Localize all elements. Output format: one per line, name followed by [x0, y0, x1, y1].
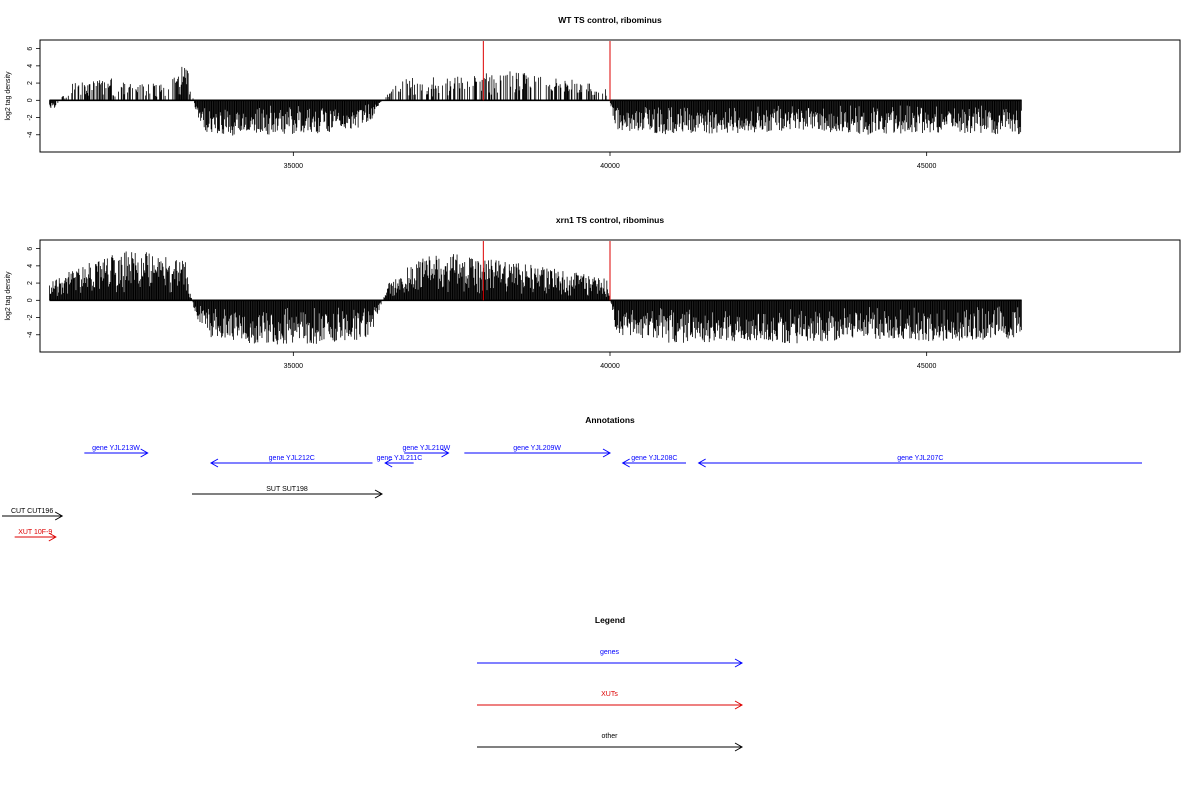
y-tick-label: 2	[27, 281, 34, 285]
y-tick-label: -4	[27, 132, 34, 138]
legend-arrow-head	[734, 658, 744, 668]
annotation-feature-label: gene YJL213W	[92, 445, 140, 452]
annotation-feature-label: gene YJL207C	[897, 455, 943, 462]
y-tick-label: 6	[27, 47, 34, 51]
annotation-feature-label: gene YJL212C	[269, 455, 315, 462]
y-tick-label: 4	[27, 64, 34, 68]
legend-panel: Legend genes XUTs other	[477, 615, 744, 752]
y-tick-label: -4	[27, 332, 34, 338]
x-tick-label: 45000	[917, 363, 937, 370]
wt-track-title: WT TS control, ribominus	[558, 15, 662, 25]
x-tick-label: 35000	[284, 163, 304, 170]
legend-entry: genes	[477, 649, 744, 668]
annotation-feature: SUT SUT198	[192, 486, 384, 499]
annotation-feature-label: gene YJL208C	[631, 455, 677, 462]
feature-arrow-head	[48, 532, 57, 542]
xrn1-track-panel: xrn1 TS control, ribominus log2 tag dens…	[5, 215, 1181, 370]
y-tick-label: -2	[27, 114, 34, 120]
annotation-feature-label: gene YJL211C	[377, 455, 423, 462]
wt-track-ylabel: log2 tag density	[5, 71, 12, 121]
y-tick-label: 0	[27, 98, 34, 102]
annotation-feature: gene YJL210W	[402, 445, 451, 458]
legend-entry-label: XUTs	[601, 691, 618, 698]
feature-arrow-head	[140, 448, 149, 458]
legend-entry: other	[477, 733, 744, 752]
wt-track-plot-area: -4 -2 0 2 4 6 35000 40000 45000	[27, 39, 1181, 170]
annotation-features: gene YJL213W gene YJL212C gene YJL211C gene…	[2, 445, 1142, 542]
legend-arrow-head	[734, 742, 744, 752]
legend-entry-label: genes	[600, 649, 620, 656]
annotation-feature-label: SUT SUT198	[266, 486, 308, 493]
x-tick-label: 40000	[600, 363, 620, 370]
annotation-feature: gene YJL212C	[209, 455, 373, 468]
annotation-feature-label: gene YJL210W	[402, 445, 450, 452]
annotation-feature: CUT CUT196	[2, 508, 64, 521]
density-bars	[49, 251, 1022, 345]
feature-arrow-head	[441, 448, 450, 458]
xrn1-track-plot-area: -4 -2 0 2 4 6 35000 40000 45000	[27, 239, 1181, 370]
x-tick-label: 40000	[600, 163, 620, 170]
y-tick-label: 0	[27, 298, 34, 302]
annotations-title: Annotations	[585, 415, 635, 425]
annotation-feature-label: CUT CUT196	[11, 508, 53, 515]
annotation-feature: gene YJL209W	[464, 445, 612, 458]
legend-title: Legend	[595, 615, 625, 625]
x-tick-label: 35000	[284, 363, 304, 370]
feature-arrow-head	[602, 448, 612, 458]
annotation-feature: gene YJL213W	[84, 445, 149, 458]
annotation-feature: XUT 10F-9	[14, 529, 57, 542]
feature-arrow-head	[54, 511, 64, 521]
legend-entry: XUTs	[477, 691, 744, 710]
feature-arrow-head	[697, 458, 706, 468]
x-tick-label: 45000	[917, 163, 937, 170]
legend-entries: genes XUTs other	[477, 649, 744, 752]
annotation-feature-label: XUT 10F-9	[18, 529, 52, 536]
annotation-feature: gene YJL211C	[377, 455, 423, 468]
legend-entry-label: other	[602, 733, 619, 740]
y-tick-label: 4	[27, 264, 34, 268]
legend-arrow-head	[734, 700, 744, 710]
feature-arrow-head	[384, 458, 393, 468]
annotation-feature: gene YJL207C	[697, 455, 1142, 468]
xrn1-track-title: xrn1 TS control, ribominus	[556, 215, 664, 225]
y-tick-label: 6	[27, 247, 34, 251]
wt-track-panel: WT TS control, ribominus log2 tag densit…	[5, 15, 1181, 170]
y-tick-label: 2	[27, 81, 34, 85]
feature-arrow-head	[374, 489, 384, 499]
feature-arrow-head	[621, 458, 630, 468]
xrn1-track-ylabel: log2 tag density	[5, 271, 12, 321]
annotation-feature: gene YJL208C	[621, 455, 686, 468]
feature-arrow-head	[209, 458, 219, 468]
density-bars	[49, 66, 1022, 136]
annotation-feature-label: gene YJL209W	[513, 445, 561, 452]
y-tick-label: -2	[27, 314, 34, 320]
